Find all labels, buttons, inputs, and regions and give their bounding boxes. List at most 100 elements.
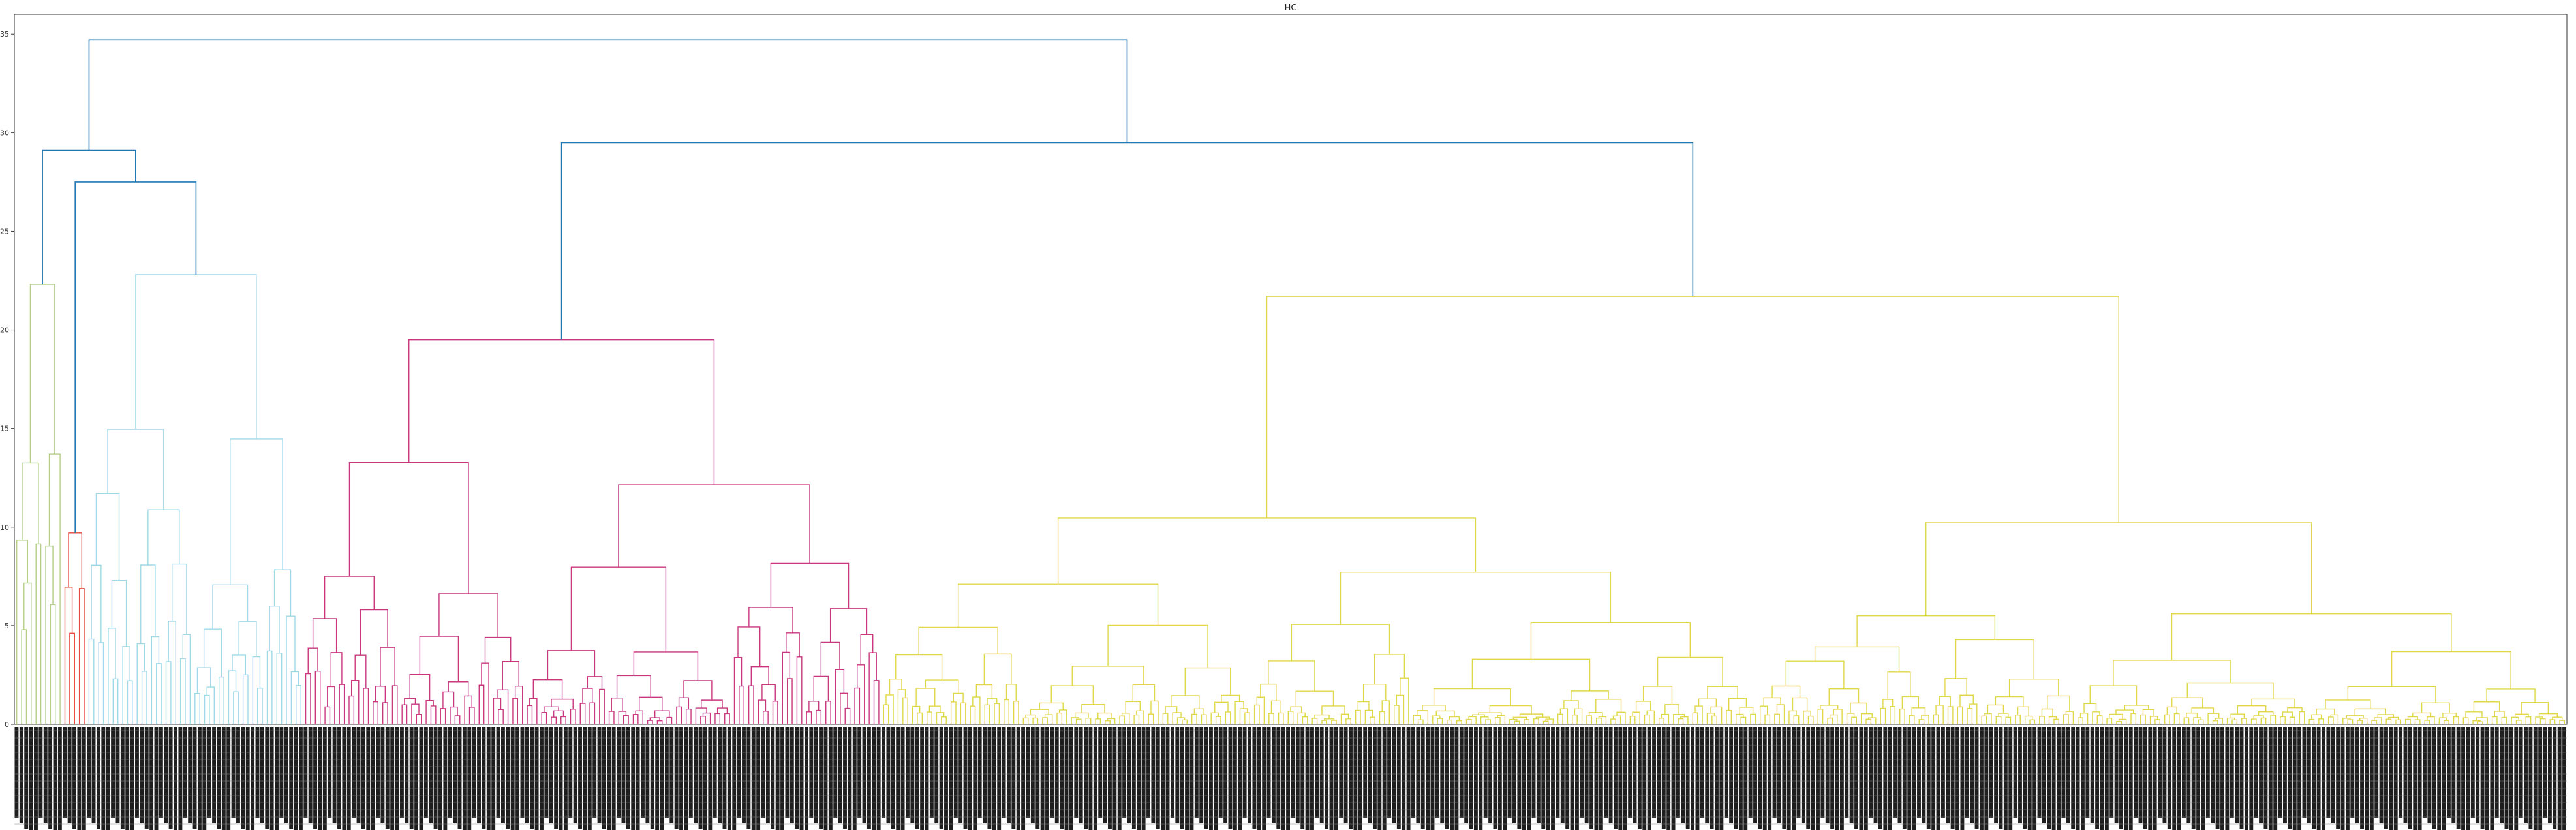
dendrogram-link	[2405, 718, 2411, 724]
dendrogram-link	[816, 709, 822, 724]
dendrogram-link	[1921, 715, 1929, 724]
dendrogram-link	[1013, 701, 1019, 724]
dendrogram-link	[560, 716, 566, 724]
leaf-label-mark	[2514, 727, 2519, 830]
dendrogram-link	[2535, 716, 2543, 724]
dendrogram-link	[375, 686, 386, 703]
dendrogram-link	[1998, 713, 2009, 718]
leaf-label-mark	[1445, 727, 1449, 829]
leaf-label-mark	[361, 727, 365, 829]
dendrogram-link	[2258, 711, 2274, 716]
dendrogram-link	[885, 694, 894, 724]
leaf-label-mark	[1637, 727, 1642, 829]
dendrogram-link	[1984, 713, 1992, 724]
leaf-label-mark	[2538, 727, 2543, 830]
leaf-label-mark	[664, 727, 669, 818]
dendrogram-link	[228, 670, 237, 724]
leaf-label-mark	[96, 727, 100, 829]
leaf-label-mark	[289, 727, 294, 829]
leaf-label-mark	[669, 727, 674, 823]
dendrogram-link	[1340, 713, 1349, 724]
dendrogram-link	[2065, 711, 2074, 724]
leaf-label-mark	[929, 727, 934, 818]
leaf-label-mark	[549, 727, 553, 823]
leaf-label-mark	[2446, 727, 2451, 818]
dendrogram-link	[1588, 712, 1603, 717]
dendrogram-link	[895, 654, 943, 681]
y-tick-label: 0	[5, 720, 9, 729]
leaf-label-mark	[1069, 727, 1073, 830]
dendrogram-link	[2017, 706, 2029, 716]
leaf-label-mark	[135, 727, 139, 818]
dendrogram-link	[2444, 720, 2449, 724]
leaf-label-mark	[1753, 727, 1757, 823]
dendrogram-link	[2472, 720, 2481, 724]
dendrogram-link	[902, 697, 908, 724]
dendrogram-link	[1596, 718, 1602, 724]
leaf-label-mark	[872, 727, 876, 830]
leaf-label-mark	[1517, 727, 1522, 829]
leaf-label-mark	[1248, 727, 1251, 823]
dendrogram-link	[438, 593, 498, 638]
dendrogram-link	[758, 699, 767, 724]
leaf-label-mark	[1435, 727, 1439, 818]
leaf-label-mark	[197, 727, 202, 830]
leaf-label-mark	[1141, 727, 1146, 830]
leaf-label-mark	[2128, 727, 2133, 830]
dendrogram-link	[111, 579, 127, 647]
leaf-label-mark	[1291, 727, 1295, 818]
leaf-label-mark	[2201, 727, 2205, 830]
dendrogram-link	[1557, 713, 1563, 724]
leaf-label-mark	[1522, 727, 1526, 830]
dendrogram-link	[2424, 720, 2430, 724]
dendrogram-link	[408, 339, 715, 485]
dendrogram-link	[2062, 714, 2069, 724]
dendrogram-link	[1400, 677, 1409, 724]
leaf-label-mark	[366, 727, 371, 830]
dendrogram-link	[2039, 716, 2045, 724]
dendrogram-link	[172, 563, 187, 635]
dendrogram-link	[276, 653, 283, 724]
leaf-label-mark	[2451, 727, 2456, 823]
dendrogram-link	[1239, 708, 1248, 724]
dendrogram-link	[587, 676, 603, 690]
leaf-label-mark	[1907, 727, 1912, 830]
leaf-label-mark	[910, 727, 915, 823]
leaf-label-mark	[482, 727, 486, 829]
dendrogram-link	[1071, 666, 1144, 686]
leaf-label-mark	[472, 727, 476, 818]
dendrogram-link	[1057, 517, 1477, 585]
leaf-label-mark	[1541, 727, 1546, 829]
dendrogram-link	[1381, 700, 1390, 724]
dendrogram-link	[2346, 715, 2364, 718]
dendrogram-link	[714, 713, 721, 724]
dendrogram-link	[1706, 713, 1715, 724]
dendrogram-link	[786, 678, 793, 724]
dendrogram-link	[1323, 718, 1335, 721]
leaf-label-mark	[1507, 727, 1512, 818]
dendrogram-link	[2212, 720, 2218, 724]
leaf-label-mark	[168, 727, 173, 829]
leaf-label-mark	[1214, 727, 1218, 830]
leaf-label-mark	[356, 727, 361, 823]
dendrogram-link	[1437, 718, 1443, 724]
dendrogram-link	[2515, 720, 2522, 724]
dendrogram-link	[2140, 714, 2146, 724]
leaf-label-mark	[2158, 727, 2162, 818]
dendrogram-link	[1728, 698, 1747, 711]
dendrogram-link	[1447, 719, 1452, 724]
leaf-label-mark	[1271, 727, 1276, 823]
leaf-label-mark	[221, 727, 226, 830]
dendrogram-link	[813, 675, 829, 701]
dendrogram-link	[1981, 715, 1987, 724]
leaf-label-mark	[2124, 727, 2128, 830]
leaf-label-mark	[2432, 727, 2436, 829]
dendrogram-link	[1056, 712, 1063, 724]
leaf-label-mark	[1873, 727, 1878, 823]
leaf-label-mark	[1093, 727, 1097, 830]
leaf-label-mark	[1122, 727, 1127, 818]
dendrogram-link	[1860, 713, 1873, 724]
dendrogram-link	[873, 680, 880, 724]
leaf-label-mark	[106, 727, 110, 830]
dendrogram-link	[1947, 706, 1954, 724]
